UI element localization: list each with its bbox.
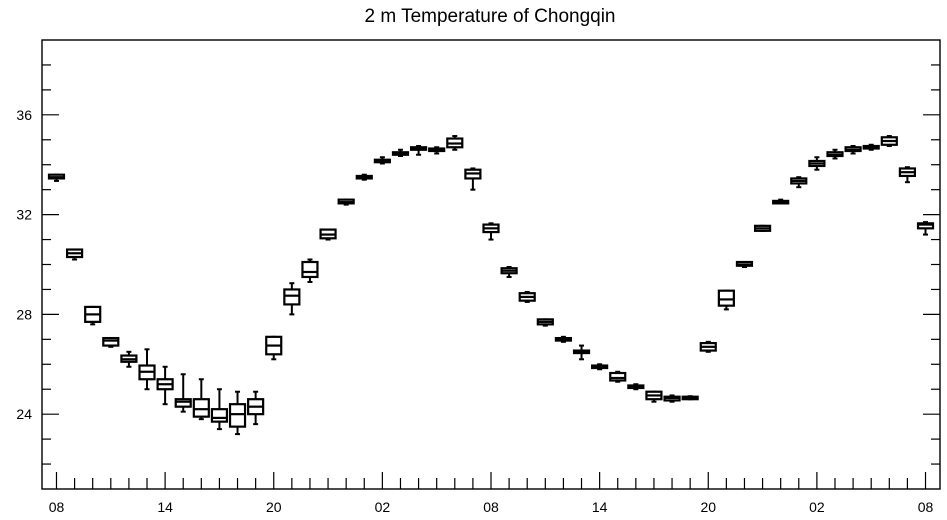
box-body — [102, 336, 120, 347]
box-item — [283, 282, 301, 316]
box-item — [265, 335, 283, 361]
box-item — [826, 148, 844, 160]
y-tick-label: 36 — [16, 107, 32, 123]
box-item — [319, 228, 337, 241]
box-body — [301, 260, 319, 279]
box-series — [47, 135, 935, 436]
chart-title: 2 m Temperature of Chongqin — [364, 6, 615, 27]
box-item — [663, 394, 681, 403]
box-item — [355, 173, 373, 181]
box-item — [102, 336, 120, 348]
box-item — [373, 156, 391, 165]
box-item — [156, 365, 174, 406]
box-body — [916, 222, 935, 230]
x-tick-label: 14 — [157, 499, 173, 515]
box-item — [391, 148, 410, 157]
x-tick-label: 08 — [483, 499, 499, 515]
y-axis: 24 28 32 36 — [16, 64, 940, 465]
box-item — [591, 363, 609, 371]
box-item — [753, 224, 772, 232]
box-item — [554, 335, 573, 343]
box-item — [862, 143, 880, 151]
box-item — [464, 167, 482, 191]
box-item — [518, 290, 536, 303]
box-item — [699, 340, 717, 353]
x-tick-label: 20 — [266, 499, 282, 515]
box-item — [898, 166, 917, 184]
box-item — [47, 173, 66, 182]
box-body — [283, 288, 301, 306]
box-item — [609, 370, 627, 383]
box-item — [65, 248, 84, 261]
box-item — [572, 344, 591, 361]
box-item — [808, 156, 826, 171]
box-body — [609, 371, 627, 382]
box-item — [717, 289, 735, 311]
box-item — [627, 383, 645, 391]
y-tick-label: 24 — [16, 406, 32, 422]
box-body — [228, 403, 247, 428]
x-axis: 08 14 20 02 08 14 20 02 08 — [49, 472, 934, 515]
y-tick-label: 28 — [16, 306, 32, 322]
box-item — [337, 198, 355, 206]
x-tick-label: 08 — [918, 499, 934, 515]
box-body — [210, 408, 229, 423]
box-item — [844, 145, 862, 155]
box-item — [536, 318, 554, 327]
box-item — [428, 146, 446, 155]
x-tick-label: 20 — [700, 499, 716, 515]
box-item — [772, 198, 790, 205]
x-tick-label: 14 — [592, 499, 608, 515]
box-item — [84, 305, 102, 326]
box-body — [192, 398, 210, 418]
plot-frame — [41, 39, 941, 490]
box-item — [138, 348, 156, 391]
box-item — [301, 258, 319, 283]
box-item — [681, 395, 699, 401]
x-tick-label: 08 — [49, 499, 65, 515]
box-item — [247, 390, 265, 426]
box-item — [916, 221, 935, 236]
box-item — [735, 260, 754, 268]
box-item — [192, 378, 210, 421]
box-item — [500, 265, 518, 278]
box-item — [228, 390, 247, 436]
box-item — [409, 145, 428, 156]
box-body — [717, 289, 735, 307]
x-tick-label: 02 — [809, 499, 825, 515]
x-tick-label: 02 — [375, 499, 391, 515]
box-item — [446, 135, 464, 151]
box-item — [482, 222, 500, 241]
box-item — [174, 373, 192, 413]
box-item — [790, 176, 808, 189]
box-item — [645, 390, 663, 403]
box-item — [210, 388, 229, 431]
box-body — [174, 398, 192, 408]
y-tick-label: 32 — [16, 207, 32, 223]
box-item — [120, 350, 138, 368]
box-item — [880, 135, 898, 148]
